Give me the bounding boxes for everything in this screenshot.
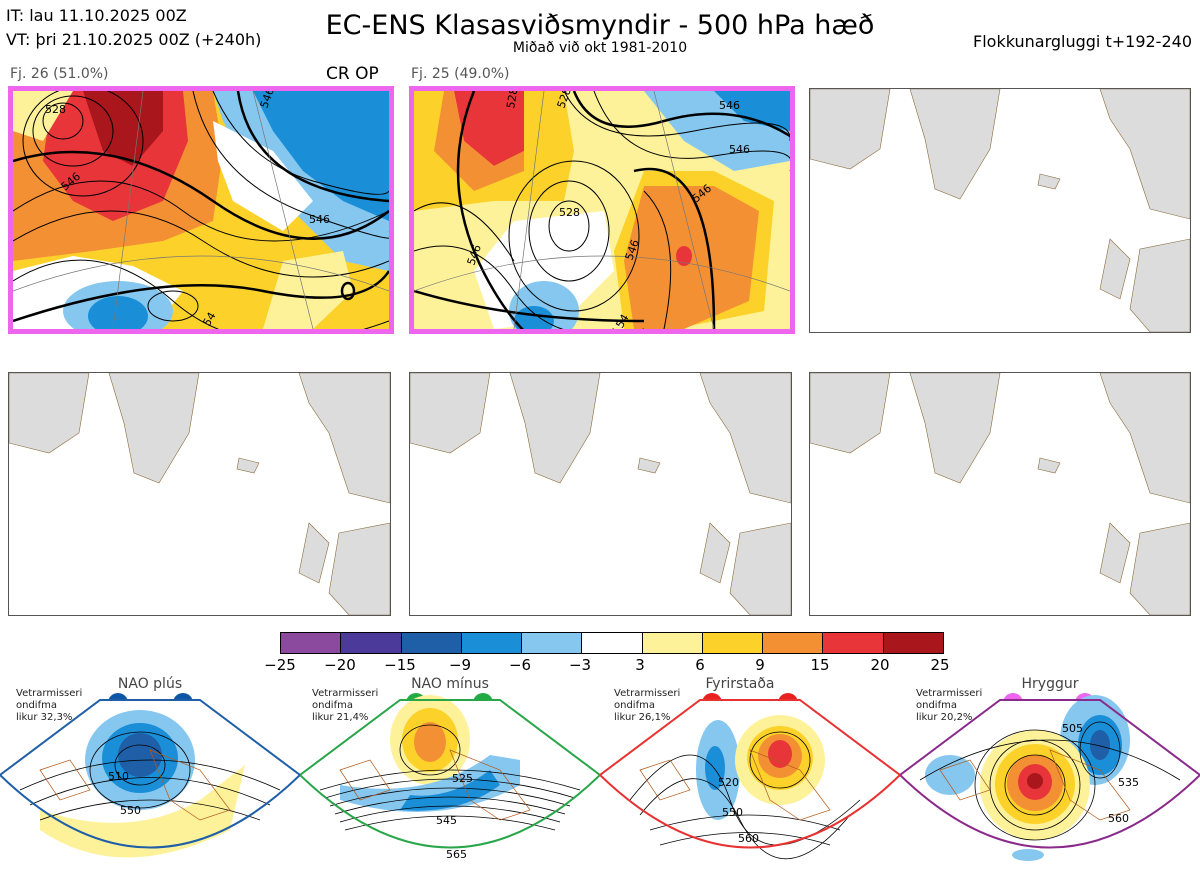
cluster-2-map: 528 528 546 546 528 546 546 546 54 bbox=[414, 91, 790, 329]
colorbar-tick: 6 bbox=[695, 656, 705, 674]
cluster-panel-1[interactable]: 528 546 546 54 546 bbox=[8, 86, 394, 334]
regime-2-frame bbox=[300, 699, 600, 849]
clustering-window: Flokkunargluggi t+192-240 bbox=[973, 32, 1192, 51]
page-title: EC-ENS Klasasviðsmyndir - 500 hPa hæð bbox=[325, 10, 875, 41]
colorbar-tick: −3 bbox=[568, 656, 592, 674]
contour-label: 560 bbox=[738, 832, 759, 845]
contour-label: 54 bbox=[200, 310, 218, 329]
colorbar-tick: −6 bbox=[508, 656, 532, 674]
regime-1-title: NAO plús bbox=[117, 676, 183, 692]
regime-2-map: 525 545 565 bbox=[300, 693, 600, 861]
contour-label: 535 bbox=[1118, 776, 1139, 789]
colorbar-tick: 25 bbox=[930, 656, 950, 674]
contour-label: 505 bbox=[1062, 722, 1083, 735]
contour-label: 528 bbox=[504, 91, 520, 110]
initial-time: IT: lau 11.10.2025 00Z bbox=[6, 6, 187, 25]
contour-label: 550 bbox=[722, 806, 743, 819]
regime-3-title: Fyrirstaða bbox=[705, 676, 775, 692]
cluster-1-map: 528 546 546 54 546 bbox=[13, 91, 389, 329]
colorbar-tick: −9 bbox=[448, 656, 472, 674]
regime-4-frame bbox=[900, 699, 1200, 849]
cluster-1-tag: CR OP bbox=[326, 64, 379, 84]
contour-label: 546 bbox=[729, 143, 750, 156]
contour-label: 510 bbox=[108, 770, 129, 783]
contour-label: 520 bbox=[718, 776, 739, 789]
contour-label: 528 bbox=[559, 206, 580, 219]
colorbar-swatch bbox=[883, 633, 943, 653]
regime-1-info: Vetrarmisseri ondifma likur 32,3% bbox=[16, 688, 83, 723]
regime-1-map: 510 550 bbox=[0, 693, 300, 858]
contour-label: 525 bbox=[452, 772, 473, 785]
cluster-panel-2[interactable]: 528 528 546 546 528 546 546 546 54 bbox=[409, 86, 795, 334]
cluster-2-label: Fj. 25 (49.0%) bbox=[411, 66, 510, 82]
cluster-1-label: Fj. 26 (51.0%) bbox=[10, 66, 109, 82]
colorbar-tick: −25 bbox=[264, 656, 296, 674]
contour-label: 528 bbox=[45, 103, 66, 116]
regime-4-title: Hryggur bbox=[1021, 676, 1079, 692]
empty-panel-3 bbox=[809, 88, 1191, 333]
colorbar-swatch bbox=[702, 633, 764, 653]
valid-time: VT: þri 21.10.2025 00Z (+240h) bbox=[6, 30, 262, 49]
empty-panel-5 bbox=[409, 372, 792, 616]
regime-1-frame bbox=[0, 699, 300, 849]
colorbar bbox=[280, 632, 944, 654]
contour-label: 550 bbox=[120, 804, 141, 817]
colorbar-swatch bbox=[642, 633, 703, 653]
colorbar-swatch bbox=[401, 633, 462, 653]
colorbar-swatch bbox=[763, 633, 824, 653]
contour-label: 546 bbox=[309, 213, 330, 226]
colorbar-tick: 15 bbox=[810, 656, 830, 674]
contour-label: 54 bbox=[613, 312, 631, 329]
colorbar-tick: 3 bbox=[635, 656, 645, 674]
contour-label: 545 bbox=[436, 814, 457, 827]
empty-panel-4 bbox=[8, 372, 391, 616]
contour-label: 565 bbox=[446, 848, 467, 861]
colorbar-swatch bbox=[281, 633, 342, 653]
colorbar-swatch bbox=[582, 633, 643, 653]
colorbar-swatch bbox=[823, 633, 884, 653]
empty-panel-6 bbox=[809, 372, 1191, 616]
colorbar-tick: 20 bbox=[870, 656, 890, 674]
regime-3-info: Vetrarmisseri ondifma likur 26,1% bbox=[614, 688, 681, 723]
contour-label: 546 bbox=[719, 99, 740, 112]
regime-2-info: Vetrarmisseri ondifma likur 21,4% bbox=[312, 688, 379, 723]
colorbar-swatch bbox=[341, 633, 402, 653]
colorbar-tick: −20 bbox=[324, 656, 356, 674]
colorbar-tick: −15 bbox=[384, 656, 416, 674]
regime-4-info: Vetrarmisseri ondifma likur 20,2% bbox=[916, 688, 983, 723]
contour-label: 560 bbox=[1108, 812, 1129, 825]
regime-2-title: NAO mínus bbox=[411, 676, 489, 692]
colorbar-swatch bbox=[522, 633, 583, 653]
colorbar-tick: 9 bbox=[755, 656, 765, 674]
colorbar-swatch bbox=[461, 633, 523, 653]
regime-4-map: 505 535 560 bbox=[900, 693, 1200, 861]
header-info: IT: lau 11.10.2025 00Z VT: þri 21.10.202… bbox=[6, 4, 261, 52]
page-subtitle: Miðað við okt 1981-2010 bbox=[512, 40, 688, 56]
regime-3-frame bbox=[600, 699, 900, 849]
regime-3-map: 520 550 560 bbox=[600, 693, 900, 860]
